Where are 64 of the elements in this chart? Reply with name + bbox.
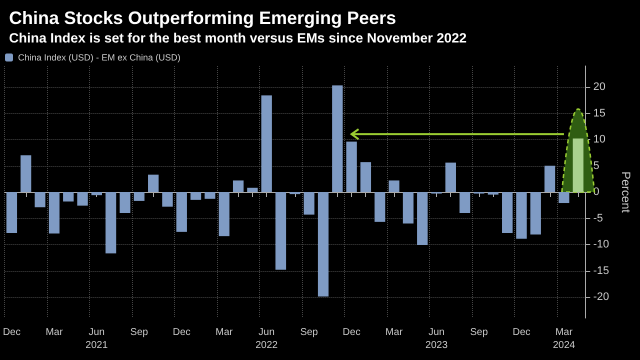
bar <box>77 192 88 206</box>
bar <box>304 192 314 215</box>
bar <box>502 192 513 233</box>
x-tick-label: Jun 2023 <box>425 327 448 351</box>
bar <box>232 180 244 192</box>
legend-label: China Index (USD) - EM ex China (USD) <box>18 52 181 62</box>
x-tick-label: Mar <box>216 327 234 338</box>
x-tick-label: Dec <box>172 327 191 338</box>
x-tick-label: Sep <box>470 327 488 338</box>
bar <box>6 192 18 233</box>
bar <box>176 192 187 232</box>
bar <box>20 155 32 192</box>
x-tick-label: Sep <box>300 327 318 338</box>
bar <box>134 192 144 201</box>
y-tick-label: 15 <box>593 107 606 120</box>
y-tick-label: -5 <box>593 212 603 224</box>
bar <box>530 192 541 235</box>
bar <box>516 192 527 239</box>
x-tick-label: Mar <box>385 327 404 338</box>
y-tick-label: 20 <box>593 81 606 93</box>
bar <box>275 192 286 270</box>
x-tick-label: Jun 2021 <box>86 327 108 351</box>
x-tick-label: Dec <box>512 327 530 338</box>
bar <box>388 180 400 192</box>
bar <box>247 188 258 192</box>
bar <box>445 162 456 192</box>
y-tick-label: -15 <box>593 264 610 277</box>
bar <box>374 192 386 222</box>
bar <box>572 138 584 192</box>
chart-subtitle: China Index is set for the best month versus EMs since November 2022 <box>9 30 467 46</box>
y-tick-label: -10 <box>593 238 610 250</box>
bar <box>162 192 173 207</box>
bar <box>120 192 130 213</box>
bar <box>218 192 230 236</box>
y-axis-title: Percent <box>619 171 633 214</box>
y-tick-label: -20 <box>593 291 610 303</box>
bar <box>558 192 570 204</box>
x-tick-label: Mar 2024 <box>552 327 576 351</box>
bar <box>318 192 329 296</box>
bar <box>106 192 116 254</box>
bar <box>190 192 202 200</box>
bar <box>544 166 556 192</box>
bar <box>488 192 498 195</box>
chart-title: China Stocks Outperforming Emerging Peers <box>9 8 396 28</box>
bar <box>460 192 470 213</box>
x-tick-label: Dec <box>342 327 360 338</box>
bar <box>34 192 46 208</box>
bar <box>417 192 428 246</box>
bar <box>204 192 216 199</box>
y-tick-label: 5 <box>593 160 600 172</box>
bar <box>332 85 343 192</box>
x-tick-label: Dec <box>2 327 21 338</box>
bar <box>360 162 372 192</box>
bar <box>402 192 414 224</box>
bar <box>346 142 357 192</box>
bar <box>48 192 60 234</box>
x-tick-label: Mar <box>46 327 64 338</box>
y-tick-label: 10 <box>593 134 606 146</box>
x-tick-label: Sep <box>130 327 148 338</box>
bar <box>63 192 74 202</box>
bar <box>148 174 159 192</box>
bar <box>261 95 272 192</box>
bar <box>91 192 102 196</box>
x-tick-label: Jun 2022 <box>255 327 278 351</box>
